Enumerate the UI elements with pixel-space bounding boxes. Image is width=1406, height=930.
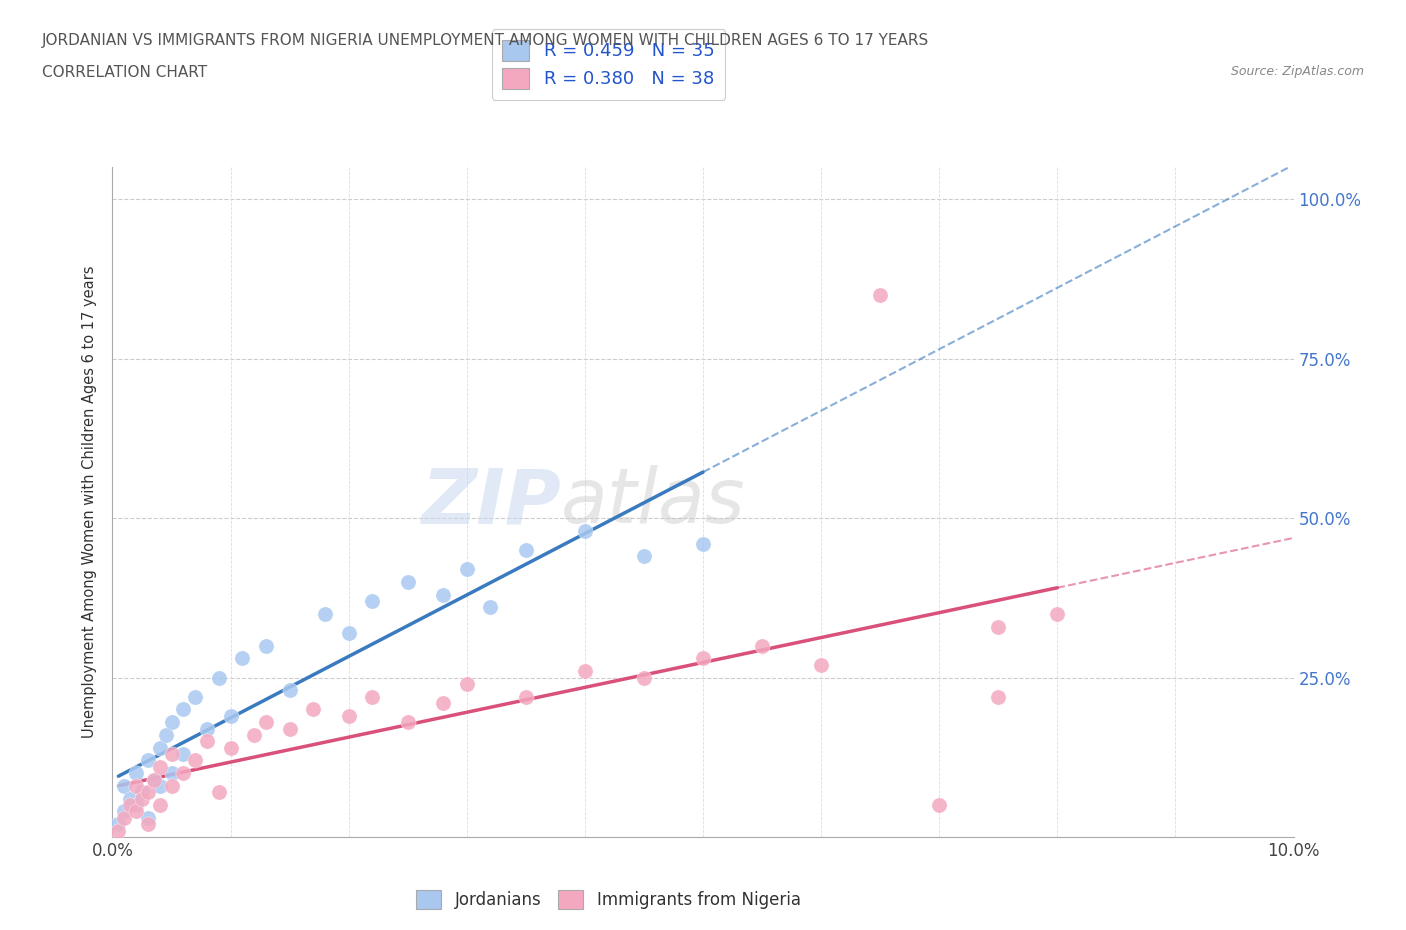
Point: [633, 549, 655, 564]
Point: [136, 810, 159, 825]
Point: [131, 785, 153, 800]
Point: [243, 727, 266, 742]
Point: [184, 689, 207, 704]
Point: [432, 696, 454, 711]
Point: [751, 638, 773, 653]
Point: [149, 778, 172, 793]
Point: [432, 587, 454, 602]
Point: [125, 804, 148, 819]
Point: [112, 778, 135, 793]
Point: [869, 287, 891, 302]
Point: [278, 683, 301, 698]
Point: [155, 727, 177, 742]
Point: [692, 537, 714, 551]
Point: [692, 651, 714, 666]
Point: [125, 798, 148, 813]
Point: [574, 664, 596, 679]
Point: [142, 772, 165, 787]
Point: [160, 747, 183, 762]
Point: [112, 810, 135, 825]
Point: [219, 740, 242, 755]
Point: [131, 791, 153, 806]
Point: [208, 785, 231, 800]
Point: [337, 626, 360, 641]
Point: [574, 524, 596, 538]
Point: [337, 709, 360, 724]
Point: [107, 817, 129, 831]
Point: [456, 676, 478, 691]
Point: [219, 709, 242, 724]
Point: [633, 671, 655, 685]
Point: [160, 715, 183, 730]
Point: [142, 772, 165, 787]
Point: [278, 721, 301, 736]
Point: [125, 765, 148, 780]
Point: [120, 798, 142, 813]
Point: [107, 823, 129, 838]
Point: [136, 817, 159, 831]
Point: [195, 721, 218, 736]
Point: [1046, 606, 1069, 621]
Point: [456, 562, 478, 577]
Point: [302, 702, 325, 717]
Point: [120, 791, 142, 806]
Point: [136, 753, 159, 768]
Point: [172, 765, 194, 780]
Point: [515, 689, 537, 704]
Point: [208, 671, 231, 685]
Point: [231, 651, 253, 666]
Point: [254, 715, 277, 730]
Point: [361, 593, 384, 608]
Text: Source: ZipAtlas.com: Source: ZipAtlas.com: [1230, 65, 1364, 78]
Point: [184, 753, 207, 768]
Text: ZIP: ZIP: [422, 465, 561, 539]
Point: [172, 747, 194, 762]
Point: [254, 638, 277, 653]
Point: [515, 542, 537, 557]
Point: [195, 734, 218, 749]
Text: CORRELATION CHART: CORRELATION CHART: [42, 65, 207, 80]
Point: [314, 606, 336, 621]
Y-axis label: Unemployment Among Women with Children Ages 6 to 17 years: Unemployment Among Women with Children A…: [82, 266, 97, 738]
Point: [396, 575, 419, 590]
Text: JORDANIAN VS IMMIGRANTS FROM NIGERIA UNEMPLOYMENT AMONG WOMEN WITH CHILDREN AGES: JORDANIAN VS IMMIGRANTS FROM NIGERIA UNE…: [42, 33, 929, 47]
Point: [987, 619, 1010, 634]
Point: [479, 600, 502, 615]
Point: [396, 715, 419, 730]
Text: atlas: atlas: [561, 465, 745, 539]
Point: [361, 689, 384, 704]
Point: [928, 798, 950, 813]
Point: [172, 702, 194, 717]
Point: [160, 765, 183, 780]
Point: [149, 760, 172, 775]
Point: [149, 740, 172, 755]
Point: [160, 778, 183, 793]
Point: [987, 689, 1010, 704]
Legend: Jordanians, Immigrants from Nigeria: Jordanians, Immigrants from Nigeria: [409, 884, 807, 916]
Point: [149, 798, 172, 813]
Point: [112, 804, 135, 819]
Point: [136, 785, 159, 800]
Point: [810, 658, 832, 672]
Point: [125, 778, 148, 793]
